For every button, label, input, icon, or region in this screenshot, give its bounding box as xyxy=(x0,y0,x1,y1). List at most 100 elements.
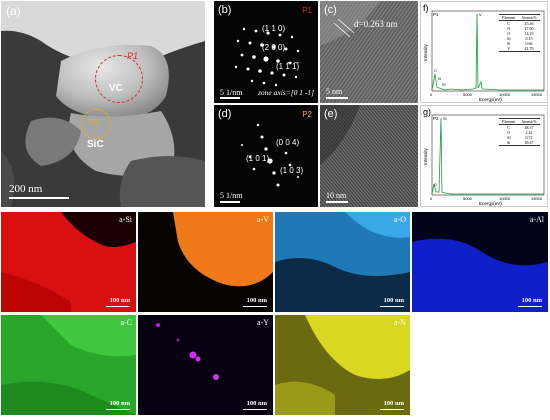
panel-f-composition-table: Element Atomic% C 25.46 N 17.60 O 14.23 Al 0… xyxy=(499,14,540,52)
panel-f-peak-si: Si xyxy=(442,82,446,87)
p1-marker-label: P1 xyxy=(127,51,139,61)
map-y-scale-text: 100 nm xyxy=(246,400,267,407)
table-row: Si 48.47 xyxy=(499,140,540,146)
panel-g-tick-15000: 15000 xyxy=(531,196,543,201)
map-al-scale-text: 100 nm xyxy=(521,297,542,304)
table-row: V 41.79 xyxy=(499,46,540,52)
panel-d-scale-bar xyxy=(220,201,240,203)
panel-g-peak-si: Si xyxy=(443,116,447,121)
panel-f-tick-5000: 5000 xyxy=(463,92,472,97)
panel-d-index-101: (1 0 1) xyxy=(246,154,270,163)
table-row: O 2.42 xyxy=(507,130,533,135)
panel-f-tick-10000: 10000 xyxy=(499,92,511,97)
panel-f-peak-n: N xyxy=(438,76,441,81)
p2-marker-label: P2 xyxy=(89,118,99,127)
panel-f-peak-c: C xyxy=(434,68,437,73)
panel-d-label: (d) xyxy=(218,108,232,120)
panel-g-tick-10000: 10000 xyxy=(499,196,511,201)
panel-g-tick-5000: 5000 xyxy=(463,196,472,201)
map-y: a-Y 100 nm xyxy=(138,315,273,415)
panel-g-eds-spectrum: g) P2 Intensity Si O 0 5000 10000 15000 … xyxy=(420,105,548,207)
p2-region-circle xyxy=(81,109,111,139)
panel-g-composition-table: Element Atomic% C 48.37 O 2.42 Al 0.72 Si 48… xyxy=(499,118,540,146)
panel-b-index-200: (2 0 0) xyxy=(262,43,286,52)
panel-d-saed-pattern: (d) P2 (0 0 4) (1 0 1) (1 0 3) 5 1/nm xyxy=(214,105,318,207)
panel-d-scale-text: 5 1/nm xyxy=(220,191,243,200)
panel-c-d-spacing: d=0.263 nm xyxy=(354,19,398,29)
map-al-scale-bar xyxy=(518,305,542,307)
panel-d-spots xyxy=(241,123,299,187)
map-si-title: a-Si xyxy=(119,215,132,224)
panel-f-p1-tag: P1 xyxy=(433,12,439,17)
panel-a-scale-text: 200 nm xyxy=(9,183,43,195)
table-row: Al 0.15 xyxy=(506,36,533,41)
panel-a-texture xyxy=(1,1,205,207)
map-o: a-O 100 nm xyxy=(275,212,410,312)
map-si-signal xyxy=(1,212,136,312)
map-al: a-Al 100 nm xyxy=(412,212,548,312)
panel-c-scale-bar xyxy=(326,97,348,99)
map-c-title: a-C xyxy=(120,318,132,327)
map-o-signal xyxy=(275,212,410,312)
map-o-scale-text: 100 nm xyxy=(383,297,404,304)
map-si-scale-bar xyxy=(106,305,130,307)
panel-d-index-004: (0 0 4) xyxy=(276,138,300,147)
panel-e-scale-text: 10 nm xyxy=(326,191,347,200)
panel-f-tick-15000: 15000 xyxy=(531,92,543,97)
panel-b-scale-bar xyxy=(220,97,240,99)
map-al-signal xyxy=(412,212,548,312)
panel-b-zone-axis: zone axis=[0 1 -1] xyxy=(258,88,315,97)
map-n-title: a-N xyxy=(394,318,406,327)
table-row: N 17.60 xyxy=(507,26,534,31)
map-n-scale-text: 100 nm xyxy=(383,400,404,407)
map-n-signal xyxy=(275,315,410,415)
vc-phase-label: VC xyxy=(109,83,123,94)
table-row: Al 0.72 xyxy=(506,135,533,140)
panel-b-scale-text: 5 1/nm xyxy=(220,88,243,97)
panel-e-texture xyxy=(320,105,418,207)
map-al-title: a-Al xyxy=(529,215,544,224)
panel-g-p2-tag: P2 xyxy=(433,116,439,121)
map-v-title: a-V xyxy=(257,215,269,224)
panel-c-label: (c) xyxy=(324,4,337,16)
panel-e-hrtem-image: (e) 10 nm xyxy=(320,105,418,207)
panel-b-spots xyxy=(234,27,300,87)
map-y-scale-bar xyxy=(243,408,267,410)
panel-a-scale-bar xyxy=(9,197,69,199)
panel-a-label: (a) xyxy=(6,4,21,18)
table-header: Atomic% xyxy=(518,118,540,125)
panel-f-tick-0: 0 xyxy=(430,92,433,97)
panel-f-plot xyxy=(431,10,545,92)
panel-c-hrtem-image: (c) d=0.263 nm 5 nm xyxy=(320,1,418,103)
map-si-scale-text: 100 nm xyxy=(109,297,130,304)
panel-f-eds-spectrum: f) P1 Intensity C N Si V 0 5000 10000 15… xyxy=(420,1,548,103)
map-c: a-C 100 nm xyxy=(1,315,136,415)
panel-g-label: g) xyxy=(423,107,432,117)
panel-a-tem-image: (a) P1 VC P2 SiC 200 nm xyxy=(1,1,205,207)
map-c-scale-bar xyxy=(106,408,130,410)
sic-phase-label: SiC xyxy=(87,139,104,150)
map-v-scale-bar xyxy=(243,305,267,307)
map-o-title: a-O xyxy=(394,215,406,224)
panel-b-p1-tag: P1 xyxy=(302,6,312,15)
map-y-signal xyxy=(138,315,273,415)
map-v-signal xyxy=(138,212,273,312)
panel-f-xlabel: Energy(eV) xyxy=(479,97,502,102)
map-o-scale-bar xyxy=(380,305,404,307)
panel-g-peak-o: O xyxy=(434,182,438,187)
map-si: a-Si 100 nm xyxy=(1,212,136,312)
map-y-title: a-Y xyxy=(257,318,269,327)
panel-b-index-110: (1 1 0) xyxy=(262,24,286,33)
panel-c-texture xyxy=(320,1,418,103)
table-row: Si 0.66 xyxy=(506,41,533,46)
table-header: Atomic% xyxy=(518,14,540,21)
table-header: Element xyxy=(499,14,519,21)
map-n: a-N 100 nm xyxy=(275,315,410,415)
panel-g-plot xyxy=(431,114,545,196)
map-v: a-V 100 nm xyxy=(138,212,273,312)
panel-c-scale-text: 5 nm xyxy=(326,87,343,96)
map-n-scale-bar xyxy=(380,408,404,410)
panel-b-saed-pattern: (b) P1 (1 1 0) (2 0 0) (1 1̅ 1̅) 5 1/nm … xyxy=(214,1,318,103)
p1-region-circle xyxy=(95,55,143,103)
panel-e-scale-bar xyxy=(326,201,348,203)
